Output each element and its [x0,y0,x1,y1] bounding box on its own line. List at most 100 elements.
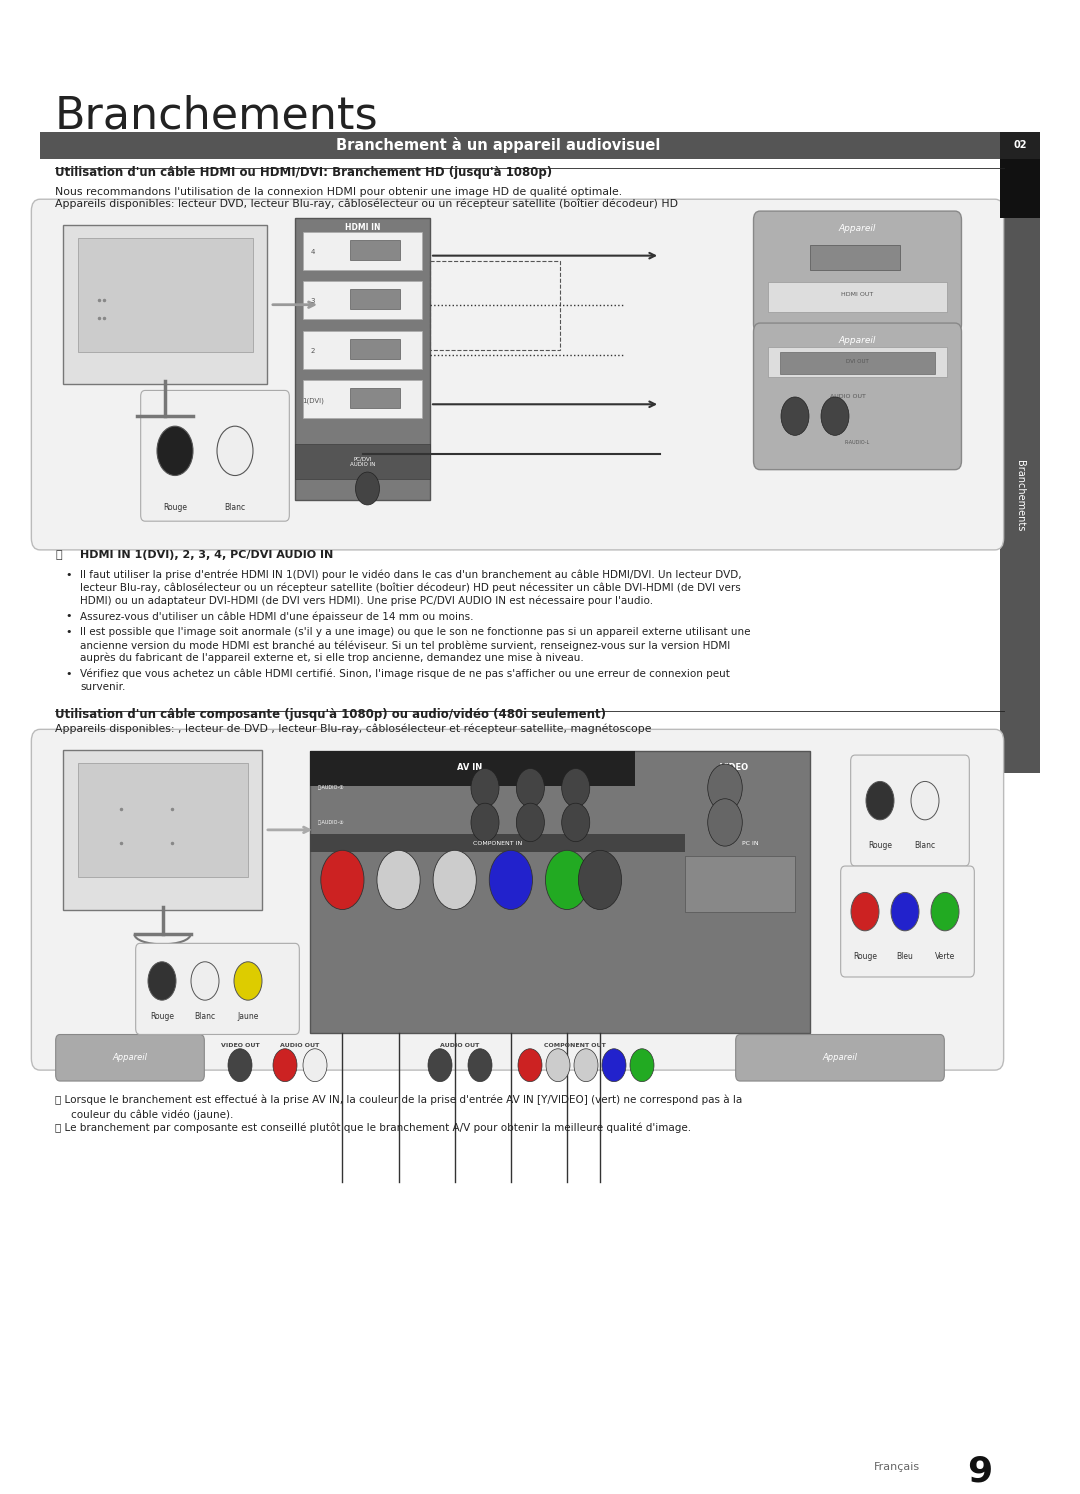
Text: •: • [65,569,71,580]
FancyBboxPatch shape [56,1034,204,1082]
Bar [1000,218,1040,772]
Circle shape [428,1049,453,1082]
Text: Branchements: Branchements [55,94,379,137]
Text: Rouge: Rouge [853,952,877,961]
Text: AUDIO OUT: AUDIO OUT [441,1043,480,1047]
Text: Rouge: Rouge [163,503,187,512]
Text: Ⓢ: Ⓢ [55,550,62,560]
Bar [1000,158,1040,218]
Bar [310,751,810,1034]
Circle shape [234,962,262,999]
Bar [303,281,422,320]
Text: ancienne version du mode HDMI est branché au téléviseur. Si un tel problème surv: ancienne version du mode HDMI est branch… [80,639,730,650]
Circle shape [191,962,219,999]
FancyBboxPatch shape [754,211,961,333]
Circle shape [321,850,364,910]
Circle shape [471,768,499,807]
Circle shape [355,472,379,505]
Circle shape [545,850,589,910]
Bar [350,290,400,309]
Text: Branchement à un appareil audiovisuel: Branchement à un appareil audiovisuel [336,137,661,154]
Circle shape [468,1049,492,1082]
Text: Ⓢ Lorsque le branchement est effectué à la prise AV IN, la couleur de la prise d: Ⓢ Lorsque le branchement est effectué à … [55,1095,742,1106]
Text: Vérifiez que vous achetez un câble HDMI certifié. Sinon, l'image risque de ne pa: Vérifiez que vous achetez un câble HDMI … [80,669,730,680]
Text: 3: 3 [311,299,315,305]
Text: HDMI IN 1(DVI), 2, 3, 4, PC/DVI AUDIO IN: HDMI IN 1(DVI), 2, 3, 4, PC/DVI AUDIO IN [80,550,334,560]
Circle shape [303,1049,327,1082]
Circle shape [228,1049,252,1082]
Circle shape [433,850,476,910]
Text: Appareil: Appareil [112,1053,148,1062]
Circle shape [157,426,193,475]
Text: lecteur Blu-ray, câblosélecteur ou un récepteur satellite (boîtier décodeur) HD : lecteur Blu-ray, câblosélecteur ou un ré… [80,583,741,593]
FancyBboxPatch shape [31,729,1003,1070]
Circle shape [148,962,176,999]
Circle shape [546,1049,570,1082]
Text: Ⓡ-AUDIO-①: Ⓡ-AUDIO-① [318,786,345,790]
Text: R-AUDIO-L: R-AUDIO-L [845,441,870,445]
Bar [303,381,422,418]
Text: Blanc: Blanc [194,1011,216,1020]
Circle shape [516,768,544,807]
Text: VIDEO: VIDEO [720,763,750,772]
Text: Ⓡ-AUDIO-②: Ⓡ-AUDIO-② [318,820,345,825]
Text: •: • [65,611,71,622]
Text: 1(DVI): 1(DVI) [302,397,324,403]
Text: 9: 9 [968,1454,993,1488]
Text: Appareils disponibles: , lecteur de DVD , lecteur Blu-ray, câblosélecteur et réc: Appareils disponibles: , lecteur de DVD … [55,723,651,734]
Bar [295,218,430,500]
Bar [350,241,400,260]
Bar [810,245,900,269]
Bar [295,444,430,478]
Circle shape [821,397,849,435]
Bar [768,347,947,376]
Circle shape [562,804,590,841]
Circle shape [516,804,544,841]
Circle shape [602,1049,626,1082]
Text: PC/DVI
AUDIO IN: PC/DVI AUDIO IN [350,456,375,468]
Text: Appareil: Appareil [823,1053,858,1062]
Bar [768,282,947,312]
FancyBboxPatch shape [136,943,299,1034]
Text: Blanc: Blanc [225,503,245,512]
Circle shape [630,1049,654,1082]
Bar [685,856,795,913]
Text: HDMI) ou un adaptateur DVI-HDMI (de DVI vers HDMI). Une prise PC/DVI AUDIO IN es: HDMI) ou un adaptateur DVI-HDMI (de DVI … [80,596,653,607]
Text: Utilisation d'un câble HDMI ou HDMI/DVI: Branchement HD (jusqu'à 1080p): Utilisation d'un câble HDMI ou HDMI/DVI:… [55,166,552,179]
Text: Blanc: Blanc [915,841,935,850]
Text: Utilisation d'un câble composante (jusqu'à 1080p) ou audio/vidéo (480i seulement: Utilisation d'un câble composante (jusqu… [55,708,606,722]
Text: Il est possible que l'image soit anormale (s'il y a une image) ou que le son ne : Il est possible que l'image soit anormal… [80,627,751,638]
FancyBboxPatch shape [840,867,974,977]
FancyBboxPatch shape [63,226,267,384]
FancyBboxPatch shape [754,323,961,469]
Bar [310,834,685,852]
Text: Ⓢ Le branchement par composante est conseillé plutôt que le branchement A/V pour: Ⓢ Le branchement par composante est cons… [55,1122,691,1132]
Text: DVI OUT: DVI OUT [846,359,869,365]
Text: HDMI OUT: HDMI OUT [841,291,874,297]
Bar [430,260,559,350]
Text: AV IN: AV IN [457,763,483,772]
Text: Assurez-vous d'utiliser un câble HDMI d'une épaisseur de 14 mm ou moins.: Assurez-vous d'utiliser un câble HDMI d'… [80,611,473,622]
Circle shape [573,1049,598,1082]
Text: Branchements: Branchements [1015,460,1025,532]
Circle shape [518,1049,542,1082]
Circle shape [891,892,919,931]
Text: Nous recommandons l'utilisation de la connexion HDMI pour obtenir une image HD d: Nous recommandons l'utilisation de la co… [55,187,622,197]
Circle shape [707,763,742,811]
Text: PC IN: PC IN [742,841,758,846]
Bar [303,232,422,269]
Text: •: • [65,627,71,638]
Circle shape [851,892,879,931]
Circle shape [273,1049,297,1082]
Bar [78,238,253,351]
Circle shape [377,850,420,910]
Bar [303,332,422,369]
Text: Jaune: Jaune [238,1011,259,1020]
Text: auprès du fabricant de l'appareil externe et, si elle trop ancienne, demandez un: auprès du fabricant de l'appareil extern… [80,653,584,663]
Text: 02: 02 [1013,140,1027,151]
Text: Français: Français [874,1461,920,1472]
Text: survenir.: survenir. [80,681,125,692]
Text: Verte: Verte [935,952,955,961]
Text: AUDIO OUT: AUDIO OUT [281,1043,320,1047]
Text: couleur du câble vidéo (jaune).: couleur du câble vidéo (jaune). [71,1110,233,1120]
